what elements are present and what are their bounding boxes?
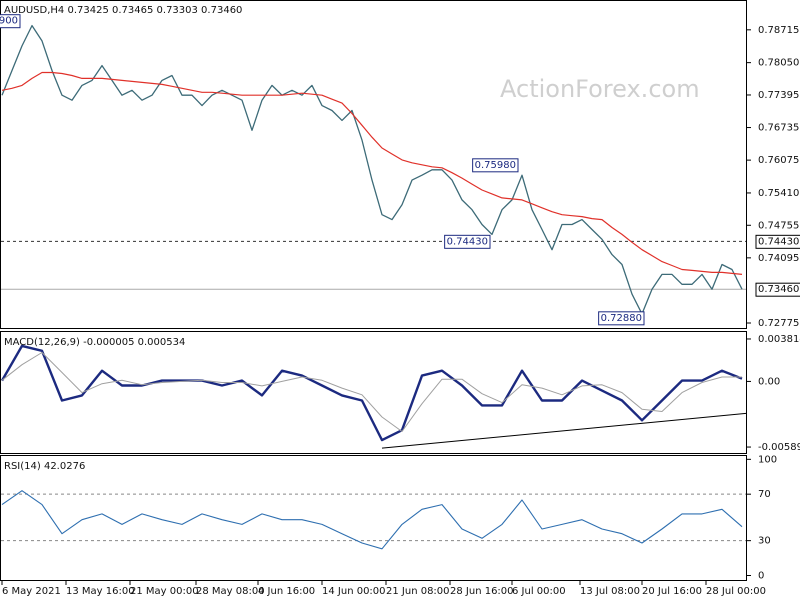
annotation: 0.74430 [447, 236, 488, 247]
y-tick-label: 0 [758, 571, 764, 582]
x-tick-label: 4 Jun 16:00 [258, 586, 315, 597]
y-tick-label: 70 [758, 489, 771, 500]
x-tick-label: 28 Jul 00:00 [706, 586, 766, 597]
y-tick-label: 0.00 [758, 376, 780, 387]
x-tick-label: 21 May 00:00 [130, 586, 199, 597]
y-tick-label: 30 [758, 536, 771, 547]
annotation: 0.72880 [601, 313, 642, 324]
y-tick-label: 0.74755 [758, 220, 799, 231]
label-box [755, 282, 800, 297]
y-tick-label: -0.005895 [758, 442, 800, 453]
y-tick-label: 100 [758, 454, 777, 465]
panel-title: RSI(14) 42.0276 [4, 461, 85, 472]
y-tick-label: 0.76735 [758, 123, 799, 134]
series-line [1, 24, 743, 315]
series-line [0, 344, 743, 442]
x-tick-label: 28 Jun 16:00 [450, 586, 514, 597]
x-tick-label: 13 Jul 08:00 [580, 586, 640, 597]
price-frame [0, 0, 747, 329]
x-tick-label: 20 Jul 16:00 [642, 586, 702, 597]
x-tick-label: 6 May 2021 [2, 586, 61, 597]
y-tick-label: 0.75410 [758, 188, 799, 199]
label-box [444, 234, 491, 249]
panel-title: MACD(12,26,9) -0.000005 0.000534 [4, 337, 185, 348]
macd-frame [0, 331, 747, 454]
x-tick-label: 28 May 08:00 [196, 586, 265, 597]
y-tick-label: 0.78050 [758, 58, 799, 69]
y-tick-label: 0.78715 [758, 25, 799, 36]
y-tick-label: 0.74095 [758, 253, 799, 264]
rsi-frame [0, 455, 747, 581]
y-tick-label: 0.72775 [758, 318, 799, 329]
series-line [1, 490, 743, 550]
annotation: 900 [0, 16, 18, 27]
trendline [381, 412, 747, 449]
x-tick-label: 21 Jun 08:00 [386, 586, 450, 597]
x-tick-label: 13 May 16:00 [66, 586, 135, 597]
label-box [472, 158, 519, 173]
level-label: 0.73460 [758, 284, 799, 295]
label-box [598, 311, 645, 326]
series-line [1, 352, 742, 432]
watermark: ActionForex.com [500, 75, 700, 103]
series-line [1, 71, 743, 275]
panel-title: AUDUSD,H4 0.73425 0.73465 0.73303 0.7346… [4, 5, 242, 16]
x-tick-label: 14 Jun 00:00 [322, 586, 386, 597]
y-tick-label: 0.76075 [758, 155, 799, 166]
x-tick-label: 6 Jul 00:00 [512, 586, 566, 597]
y-tick-label: 0.003814 [758, 334, 800, 345]
label-box [0, 14, 21, 29]
y-tick-label: 0.77395 [758, 90, 799, 101]
label-box [755, 234, 800, 249]
level-label: 0.74430 [758, 236, 799, 247]
annotation: 0.75980 [475, 160, 516, 171]
